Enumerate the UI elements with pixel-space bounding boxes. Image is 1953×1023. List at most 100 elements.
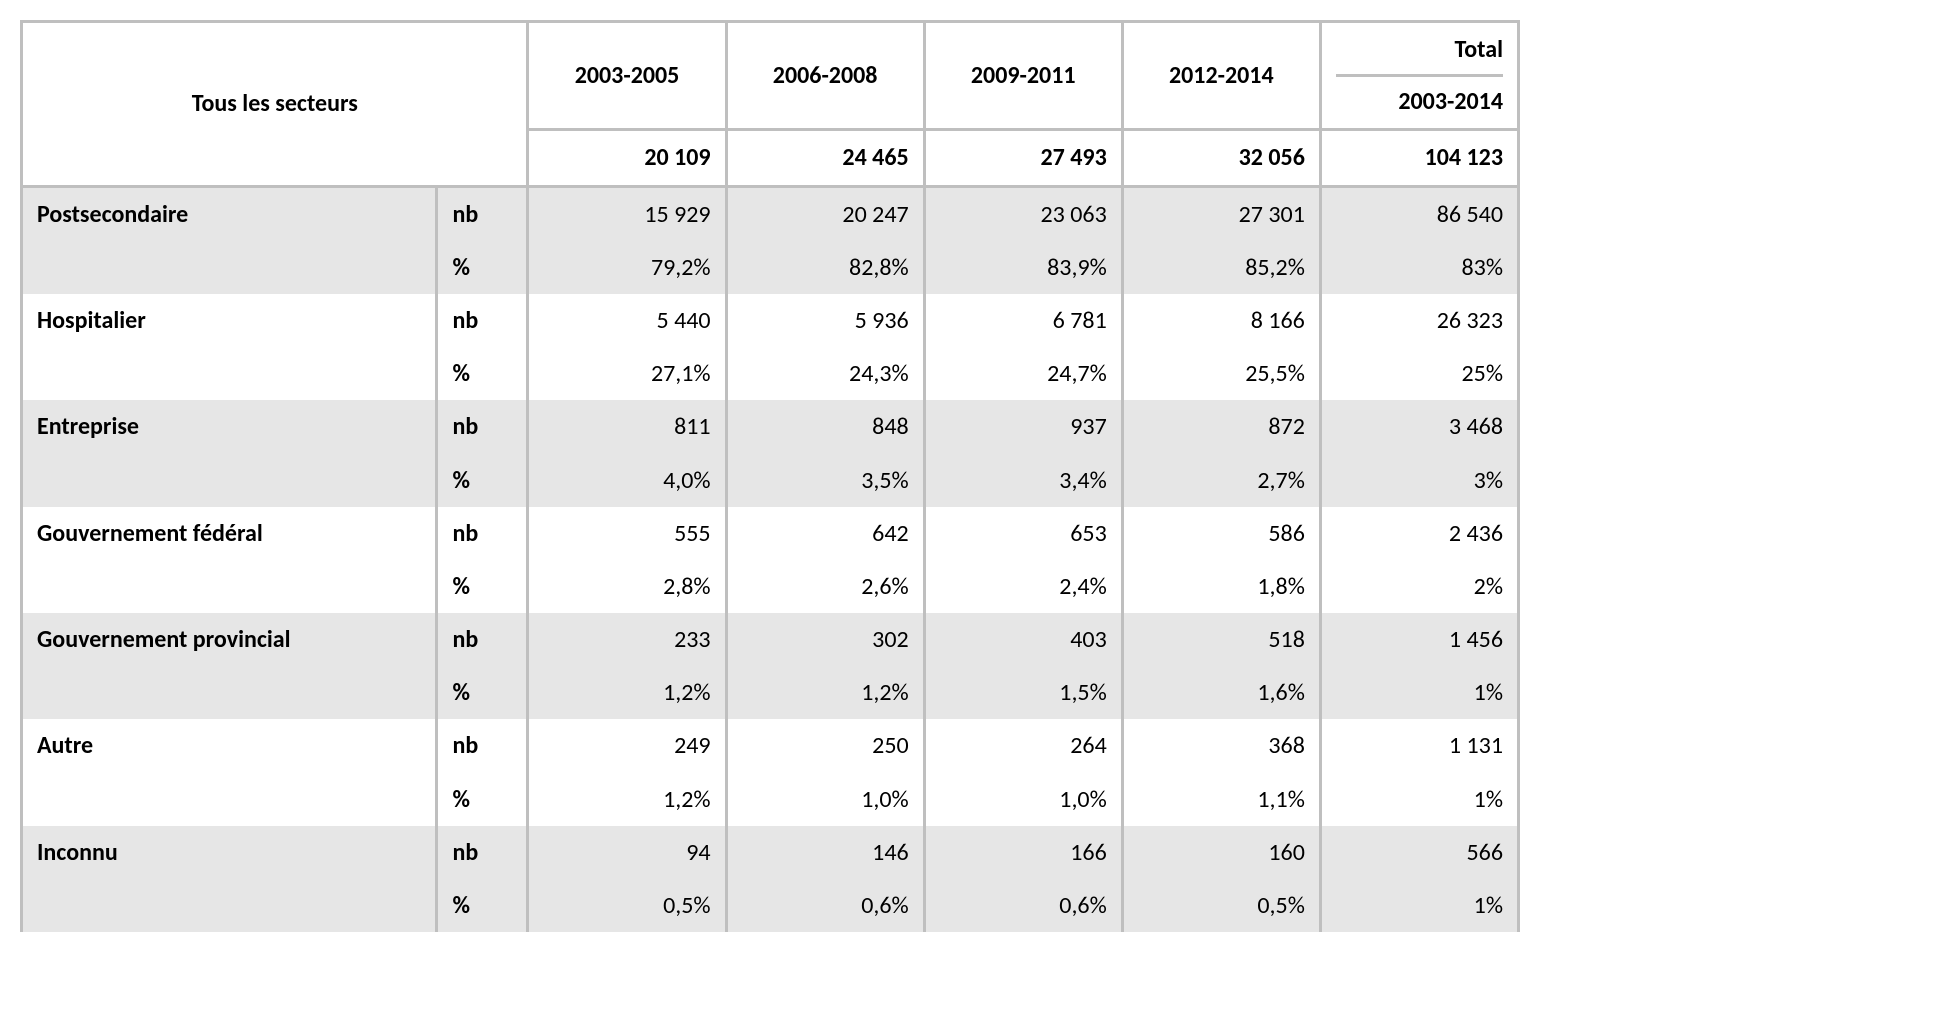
cell-nb: 146 [726, 826, 924, 879]
metric-pct-label: % [437, 347, 528, 400]
header-period-2: 2009-2011 [924, 22, 1122, 130]
totals-0: 20 109 [528, 130, 726, 186]
cell-pct: 1,8% [1122, 560, 1320, 613]
cell-pct: 0,6% [726, 879, 924, 932]
cell-nb: 160 [1122, 826, 1320, 879]
header-period-0: 2003-2005 [528, 22, 726, 130]
cell-nb: 1 131 [1320, 719, 1518, 772]
metric-nb-label: nb [437, 507, 528, 560]
cell-nb: 94 [528, 826, 726, 879]
cell-pct: 24,3% [726, 347, 924, 400]
cell-nb: 250 [726, 719, 924, 772]
cell-nb: 5 440 [528, 294, 726, 347]
metric-pct-label: % [437, 241, 528, 294]
sector-name: Entreprise [22, 400, 437, 506]
totals-2: 27 493 [924, 130, 1122, 186]
cell-pct: 2,8% [528, 560, 726, 613]
totals-1: 24 465 [726, 130, 924, 186]
cell-pct: 1,5% [924, 666, 1122, 719]
cell-pct: 25,5% [1122, 347, 1320, 400]
cell-nb: 8 166 [1122, 294, 1320, 347]
metric-pct-label: % [437, 666, 528, 719]
sector-name: Autre [22, 719, 437, 825]
metric-nb-label: nb [437, 719, 528, 772]
sector-name: Inconnu [22, 826, 437, 932]
cell-pct: 3,4% [924, 454, 1122, 507]
cell-pct: 1,2% [726, 666, 924, 719]
cell-pct: 3% [1320, 454, 1518, 507]
cell-nb: 555 [528, 507, 726, 560]
cell-nb: 403 [924, 613, 1122, 666]
table-row: Gouvernement provincialnb2333024035181 4… [22, 613, 1519, 666]
table-row: Gouvernement fédéralnb5556426535862 436 [22, 507, 1519, 560]
header-period-3: 2012-2014 [1122, 22, 1320, 130]
cell-pct: 2,7% [1122, 454, 1320, 507]
cell-nb: 27 301 [1122, 186, 1320, 241]
cell-nb: 2 436 [1320, 507, 1518, 560]
cell-pct: 82,8% [726, 241, 924, 294]
cell-nb: 23 063 [924, 186, 1122, 241]
cell-nb: 264 [924, 719, 1122, 772]
cell-pct: 83% [1320, 241, 1518, 294]
cell-nb: 5 936 [726, 294, 924, 347]
metric-nb-label: nb [437, 613, 528, 666]
cell-pct: 0,5% [1122, 879, 1320, 932]
header-period-1: 2006-2008 [726, 22, 924, 130]
totals-3: 32 056 [1122, 130, 1320, 186]
table-row: Postsecondairenb15 92920 24723 06327 301… [22, 186, 1519, 241]
cell-pct: 4,0% [528, 454, 726, 507]
cell-nb: 566 [1320, 826, 1518, 879]
cell-pct: 1,2% [528, 773, 726, 826]
table-row: Hospitaliernb5 4405 9366 7818 16626 323 [22, 294, 1519, 347]
cell-pct: 1% [1320, 773, 1518, 826]
cell-pct: 1% [1320, 666, 1518, 719]
header-corner: Tous les secteurs [22, 22, 528, 187]
cell-pct: 1,0% [726, 773, 924, 826]
cell-nb: 302 [726, 613, 924, 666]
cell-pct: 83,9% [924, 241, 1122, 294]
cell-nb: 249 [528, 719, 726, 772]
cell-nb: 642 [726, 507, 924, 560]
cell-pct: 0,5% [528, 879, 726, 932]
metric-nb-label: nb [437, 186, 528, 241]
metric-pct-label: % [437, 773, 528, 826]
sector-name: Gouvernement provincial [22, 613, 437, 719]
cell-nb: 586 [1122, 507, 1320, 560]
cell-pct: 0,6% [924, 879, 1122, 932]
cell-pct: 2,4% [924, 560, 1122, 613]
cell-nb: 653 [924, 507, 1122, 560]
cell-pct: 3,5% [726, 454, 924, 507]
cell-pct: 2% [1320, 560, 1518, 613]
metric-pct-label: % [437, 454, 528, 507]
cell-pct: 79,2% [528, 241, 726, 294]
cell-nb: 15 929 [528, 186, 726, 241]
cell-nb: 166 [924, 826, 1122, 879]
cell-pct: 1,2% [528, 666, 726, 719]
sector-name: Postsecondaire [22, 186, 437, 294]
metric-nb-label: nb [437, 294, 528, 347]
cell-nb: 26 323 [1320, 294, 1518, 347]
metric-nb-label: nb [437, 826, 528, 879]
header-total: Total 2003-2014 [1320, 22, 1518, 130]
cell-pct: 1,0% [924, 773, 1122, 826]
metric-pct-label: % [437, 879, 528, 932]
cell-nb: 872 [1122, 400, 1320, 453]
cell-pct: 24,7% [924, 347, 1122, 400]
table-row: Inconnunb94146166160566 [22, 826, 1519, 879]
cell-pct: 1% [1320, 879, 1518, 932]
cell-pct: 1,6% [1122, 666, 1320, 719]
cell-nb: 3 468 [1320, 400, 1518, 453]
cell-nb: 6 781 [924, 294, 1122, 347]
cell-pct: 25% [1320, 347, 1518, 400]
metric-nb-label: nb [437, 400, 528, 453]
cell-pct: 85,2% [1122, 241, 1320, 294]
cell-nb: 848 [726, 400, 924, 453]
sectors-tbody: Postsecondairenb15 92920 24723 06327 301… [22, 186, 1519, 932]
cell-nb: 518 [1122, 613, 1320, 666]
cell-nb: 1 456 [1320, 613, 1518, 666]
cell-nb: 811 [528, 400, 726, 453]
sector-name: Gouvernement fédéral [22, 507, 437, 613]
table-row: Entreprisenb8118489378723 468 [22, 400, 1519, 453]
cell-nb: 86 540 [1320, 186, 1518, 241]
header-total-top: Total [1336, 31, 1503, 68]
